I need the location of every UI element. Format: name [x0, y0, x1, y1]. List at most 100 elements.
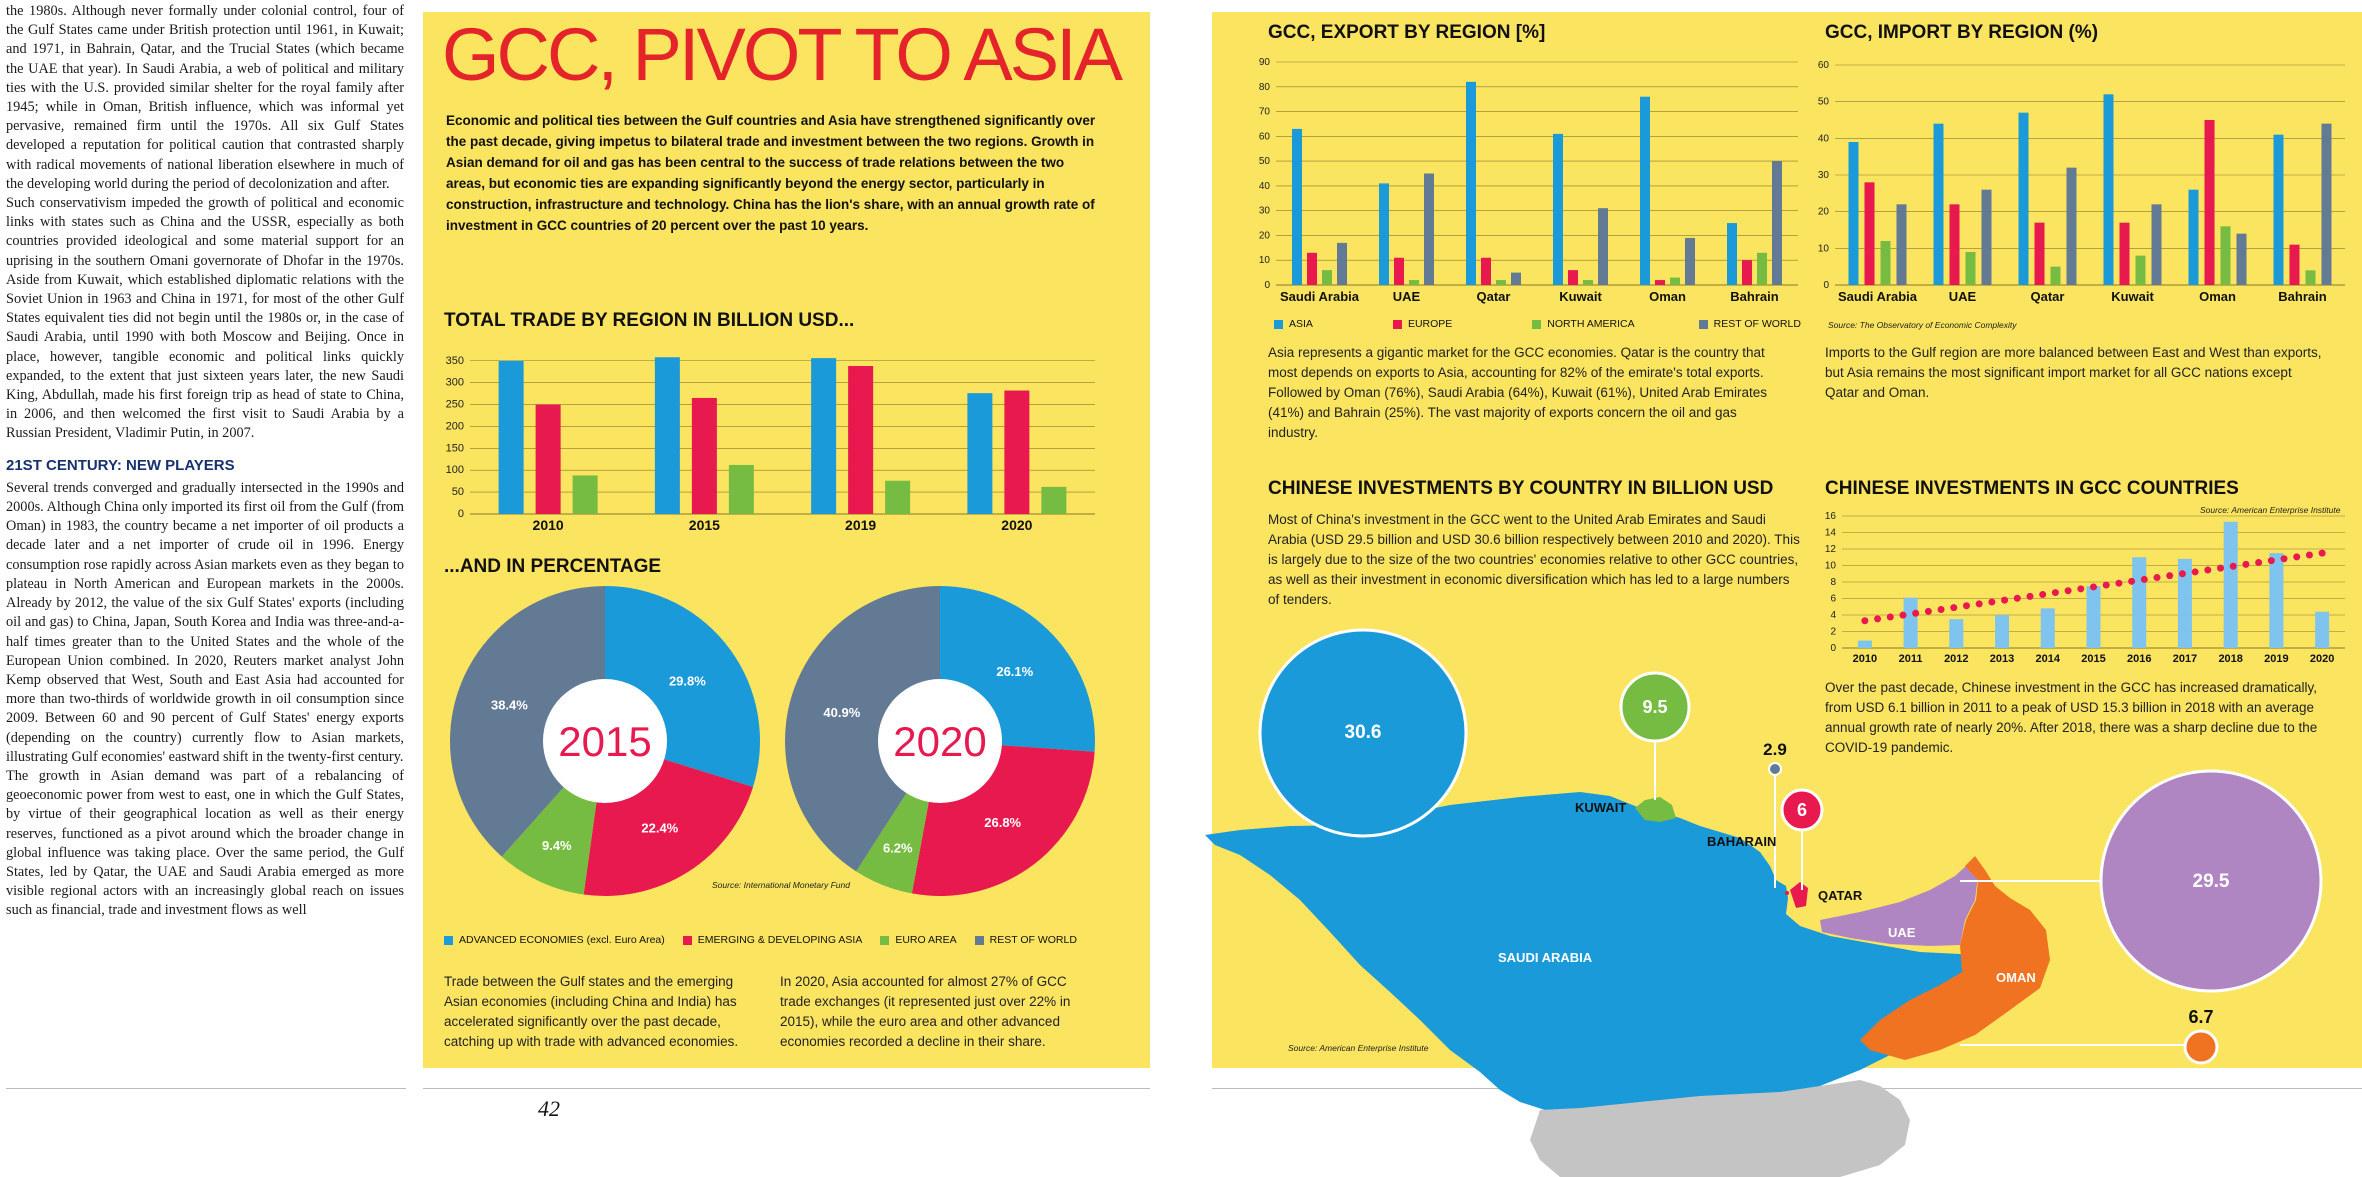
x-category-label: 2015 [2081, 653, 2105, 665]
oman-bubble-value: 6.7 [2188, 1007, 2214, 1027]
kuwait-region [1635, 797, 1676, 822]
chart-bar [2066, 167, 2077, 285]
chart-bar [1864, 182, 1875, 285]
map-bubbles [1258, 628, 2323, 1065]
infographic-panel-left [423, 12, 1150, 1068]
article-text-column: the 1980s. Although never formally under… [6, 2, 404, 1082]
legend-swatch [1532, 319, 1542, 329]
x-category-label: 2019 [2264, 653, 2288, 665]
trend-dot [2242, 560, 2250, 568]
pie-slice [785, 586, 940, 872]
y-tick-label: 70 [1259, 107, 1271, 118]
chart-bar [848, 366, 874, 514]
chart-bar [1598, 208, 1608, 285]
pie-center-year: 2020 [893, 718, 986, 765]
trend-dot [2090, 583, 2097, 591]
trade-legend: ADVANCED ECONOMIES (excl. Euro Area) EME… [444, 934, 1077, 946]
qatar-investment-bubble [1780, 788, 1824, 832]
trend-dot [2013, 594, 2021, 602]
pie-slice-label: 26.1% [996, 664, 1033, 679]
chart-bar [1292, 128, 1302, 285]
import-text: Imports to the Gulf region are more bala… [1825, 345, 2322, 400]
x-category-label: Qatar [2031, 289, 2065, 304]
y-tick-label: 350 [446, 355, 464, 367]
legend-label: EURO AREA [895, 934, 957, 946]
trend-dot [1988, 598, 1996, 606]
article-subheading: 21ST CENTURY: NEW PLAYERS [6, 456, 235, 474]
trend-dot [1874, 615, 1882, 623]
trend-dot [1886, 613, 1894, 621]
trade-source: Source: International Monetary Fund [712, 880, 850, 890]
x-category-label: 2010 [533, 517, 564, 533]
chart-bar [691, 397, 717, 514]
chart-bar [1466, 81, 1476, 285]
legend-label: REST OF WORLD [1713, 318, 1801, 330]
uae-bubble-value: 29.5 [2192, 871, 2230, 892]
trend-dot [2267, 557, 2275, 565]
y-tick-label: 0 [1830, 643, 1836, 654]
uae-investment-bubble [2099, 769, 2323, 993]
legend-label: NORTH AMERICA [1547, 318, 1635, 330]
chart-bar [1949, 204, 1960, 285]
investment-gcc-text: Over the past decade, Chinese investment… [1825, 680, 2318, 755]
chart-bar [1772, 161, 1782, 285]
legend-swatch [682, 935, 692, 945]
y-tick-label: 50 [1259, 156, 1271, 167]
legend-swatch [974, 935, 984, 945]
trend-dot [2064, 587, 2072, 595]
article-paragraph: The growth in Asian demand was part of a… [6, 767, 404, 919]
trend-dot [2128, 577, 2136, 585]
oman-map-label: OMAN [1996, 970, 2036, 985]
chart-bar [2177, 558, 2192, 648]
y-tick-label: 20 [1818, 207, 1830, 218]
legend-label: ASIA [1289, 318, 1313, 330]
kuwait-bubble-value: 9.5 [1642, 697, 1668, 717]
uae-map-label: UAE [1888, 925, 1916, 940]
trend-dot [2229, 562, 2237, 570]
chart-bar [1857, 640, 1872, 648]
footer-rule [423, 1088, 1150, 1089]
saudi-arabia-region [1205, 792, 1980, 1110]
trend-dot [2001, 596, 2009, 604]
qatar-bubble-value: 6 [1796, 800, 1807, 820]
x-category-label: 2015 [689, 517, 720, 533]
pie-slice-label: 40.9% [823, 705, 860, 720]
trend-dot [1975, 600, 1983, 608]
y-tick-label: 40 [1818, 133, 1830, 144]
chart-bar [2103, 94, 2114, 285]
y-tick-label: 12 [1825, 544, 1837, 555]
chart-bar [2188, 189, 2199, 285]
trend-dot [1937, 606, 1945, 613]
x-category-label: Oman [1649, 289, 1686, 304]
y-tick-label: 20 [1259, 230, 1271, 241]
chart-bar [1880, 241, 1891, 285]
chart-bar [1655, 280, 1665, 285]
uae-region [1820, 866, 1978, 946]
y-tick-label: 90 [1259, 57, 1271, 68]
chart-bar [1553, 133, 1563, 285]
pie-center-hole [543, 679, 667, 803]
x-category-label: 2020 [1001, 517, 1032, 533]
investment-gcc-chart: 0 2 4 6 8 10 12 14 16 2010 2011 2012 2013 2014 2015 201… [1825, 511, 2345, 665]
qatar-region [1790, 882, 1808, 908]
x-category-label: UAE [1949, 289, 1977, 304]
x-category-label: UAE [1393, 289, 1421, 304]
total-trade-title: TOTAL TRADE BY REGION IN BILLION USD... [444, 310, 855, 331]
y-tick-label: 30 [1259, 206, 1271, 217]
y-tick-label: 50 [1818, 97, 1830, 108]
import-source: Source: The Observatory of Economic Comp… [1828, 320, 2017, 330]
legend-swatch [1274, 319, 1283, 329]
y-tick-label: 14 [1825, 528, 1837, 539]
chart-bar [572, 475, 598, 514]
article-paragraph: Several trends converged and gradually i… [6, 479, 404, 765]
percentage-title: ...AND IN PERCENTAGE [444, 556, 662, 577]
trend-dot [2102, 581, 2110, 589]
trend-dot [2318, 549, 2326, 557]
chart-bar [1511, 272, 1521, 285]
chart-bar [1933, 123, 1944, 286]
chart-bar [1568, 270, 1578, 285]
chart-bar [1965, 252, 1976, 285]
trade-text-right: In 2020, Asia accounted for almost 27% o… [780, 974, 1071, 1049]
trend-dot [1924, 607, 1932, 615]
chart-bar [2269, 553, 2284, 648]
